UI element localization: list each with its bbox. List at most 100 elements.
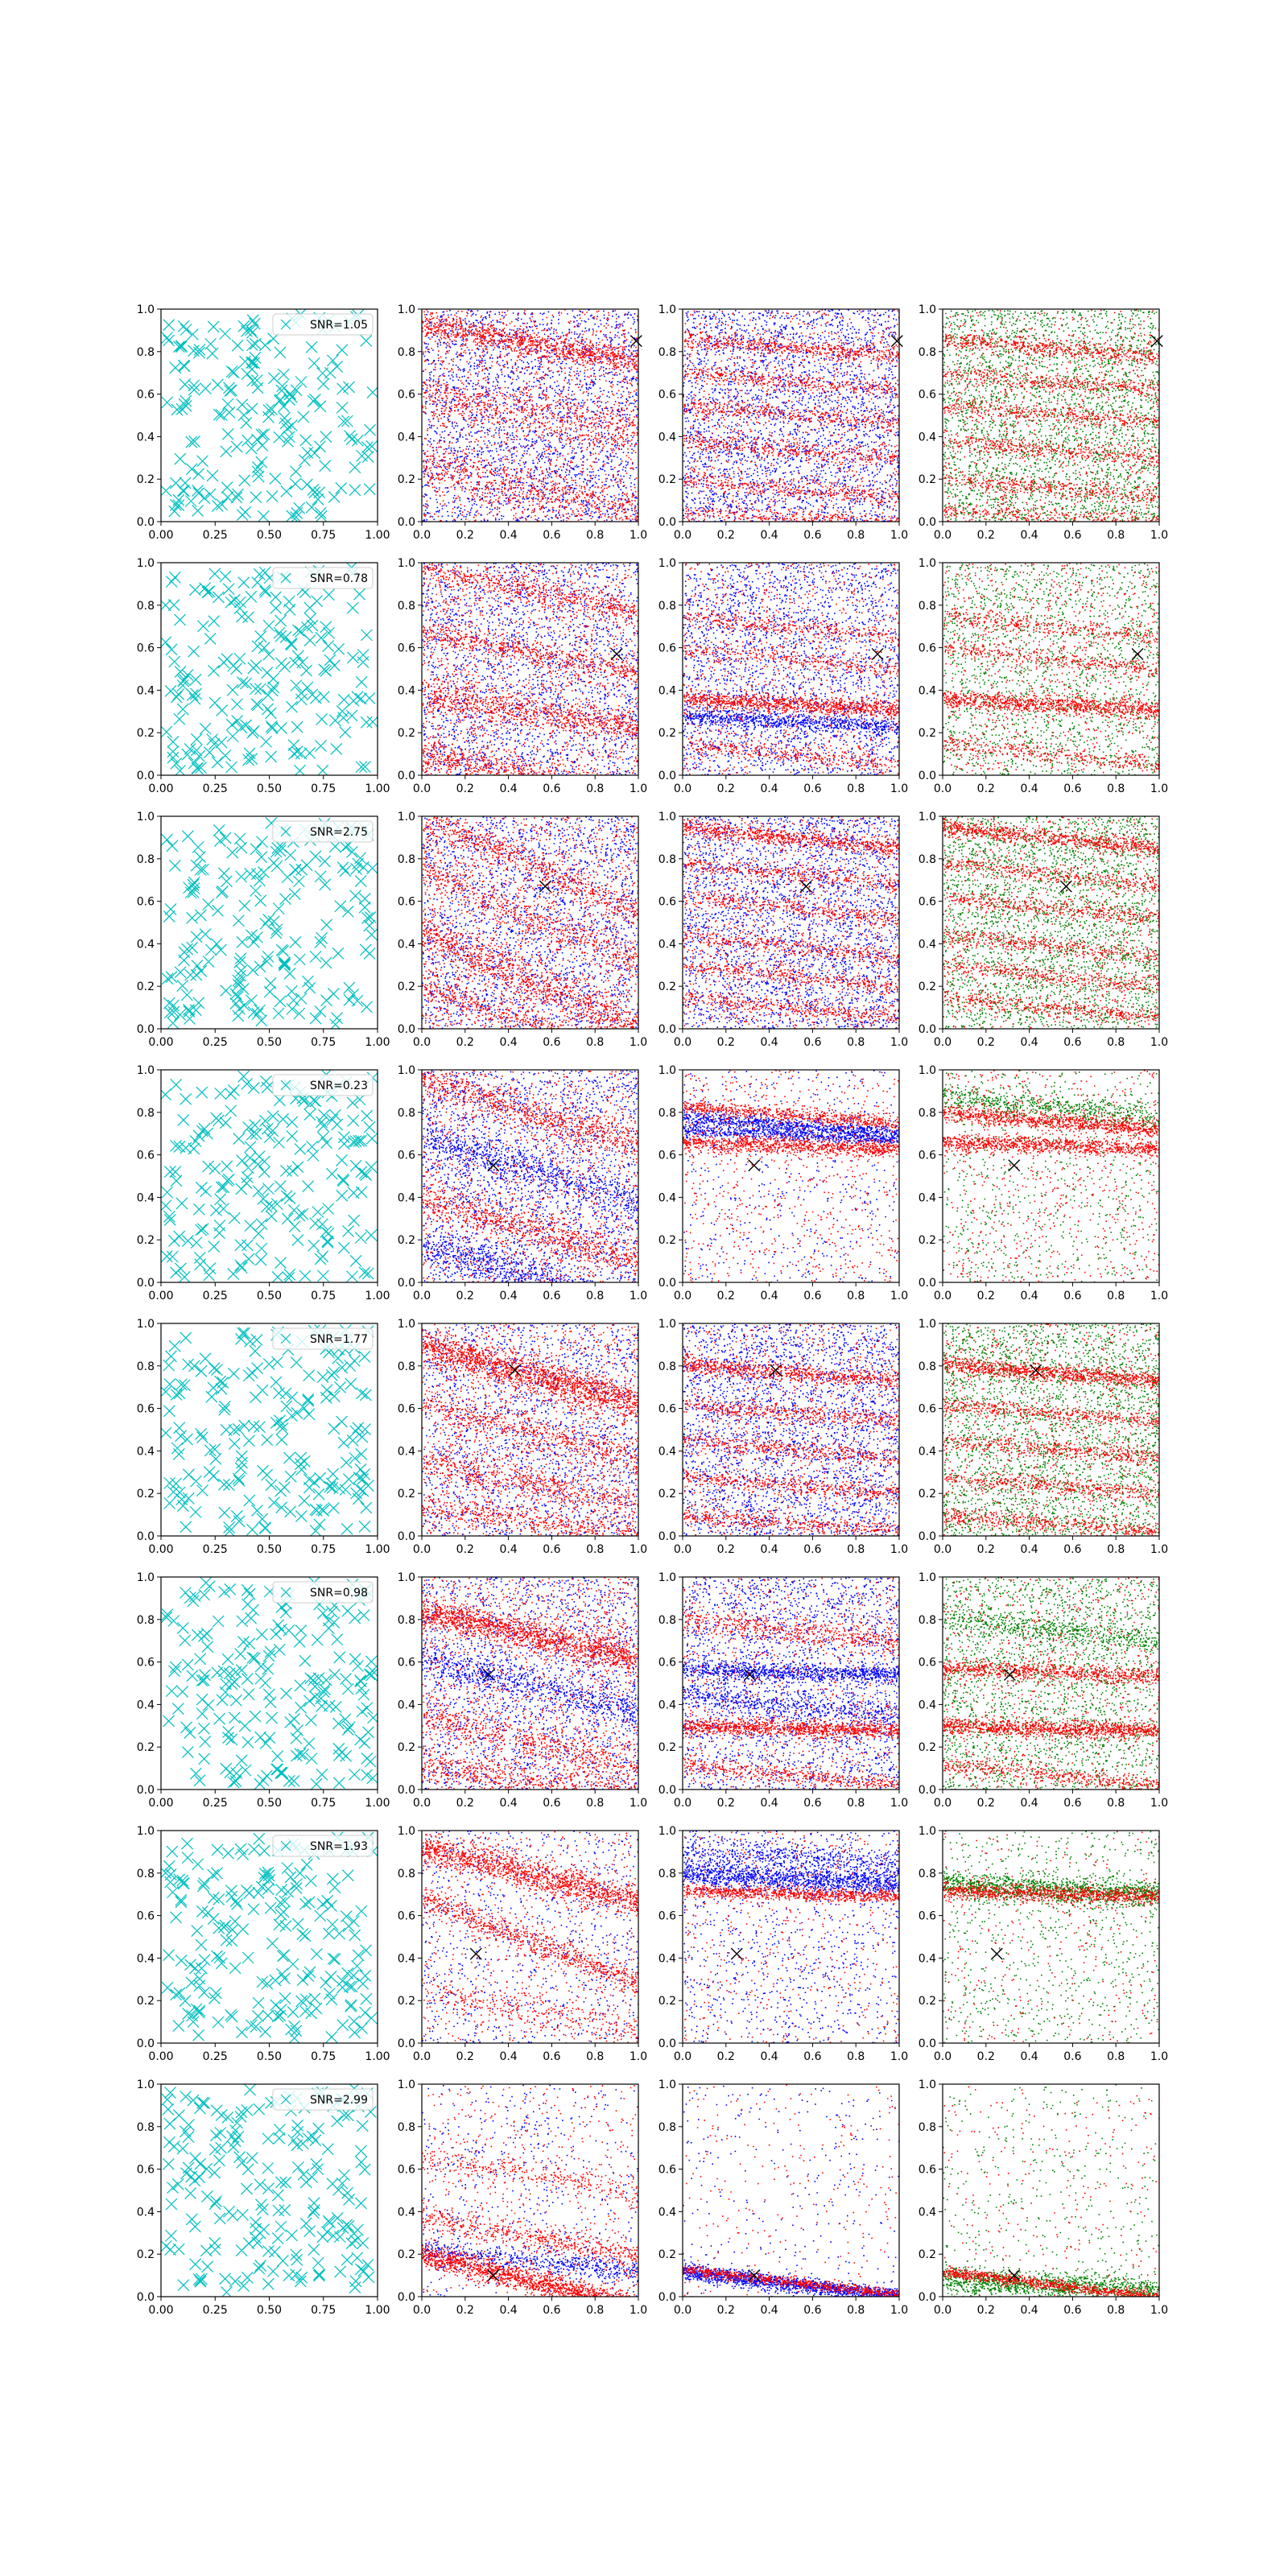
panel-r2-c3: 0.0 0.2 0.4 0.6 0.8 1.00.00.20.40.60.81.0 (658, 557, 908, 795)
blue-points (422, 2085, 639, 2297)
green-points (943, 2084, 1161, 2297)
y-tick-label: 0.4 (398, 2206, 415, 2219)
red-points (943, 2087, 1159, 2298)
plot-area (159, 1069, 378, 1284)
y-tick-label: 1.0 (658, 1318, 676, 1331)
y-tick-label: 0.4 (398, 431, 415, 444)
x-tick-label: 0.6 (1063, 1036, 1081, 1049)
y-tick-label: 0.6 (398, 389, 415, 402)
x-tick-label: 1.0 (630, 1543, 647, 1556)
panel-r7-c4: 0.0 0.2 0.4 0.6 0.8 1.00.00.20.40.60.81.0 (919, 1825, 1168, 2063)
y-tick-label: 1.0 (137, 557, 155, 570)
panel-r6-c2: 0.0 0.2 0.4 0.6 0.8 1.00.00.20.40.60.81.0 (398, 1571, 647, 1810)
y-tick-label: 0.2 (658, 727, 676, 740)
x-tick-label: 0.25 (203, 1036, 228, 1049)
x-tick-label: 0.50 (257, 1036, 282, 1049)
y-tick-label: 0.8 (137, 1107, 155, 1120)
x-tick-label: 1.0 (1150, 782, 1168, 795)
plot-area (683, 1577, 901, 1791)
x-tick-label: 0.4 (1020, 1036, 1038, 1049)
plot-area (943, 1070, 1160, 1283)
plot-area (422, 1831, 639, 2044)
panel-r8-c3: 0.0 0.2 0.4 0.6 0.8 1.00.00.20.40.60.81.0 (658, 2079, 908, 2317)
y-tick-label: 0.4 (658, 938, 676, 951)
y-tick-label: 0.4 (137, 1952, 155, 1965)
y-tick-label: 0.2 (398, 2248, 415, 2261)
y-tick-label: 0.0 (919, 516, 936, 529)
y-tick-label: 0.0 (919, 1277, 936, 1290)
red-points (683, 1070, 900, 1283)
x-tick-label: 0.0 (934, 2304, 952, 2317)
axes-frame (422, 1323, 638, 1536)
y-tick-label: 0.0 (919, 2291, 936, 2304)
x-tick-label: 0.4 (760, 1036, 778, 1049)
x-tick-label: 0.4 (760, 529, 778, 542)
y-tick-label: 0.8 (137, 1868, 155, 1880)
green-points (943, 1831, 1160, 2044)
y-tick-label: 0.8 (919, 2121, 936, 2134)
x-tick-label: 0.00 (148, 2304, 173, 2317)
y-tick-label: 0.6 (919, 1910, 936, 1923)
y-tick-label: 0.0 (137, 2037, 155, 2050)
x-tick-label: 0.25 (203, 529, 228, 542)
x-tick-label: 0.8 (586, 1290, 604, 1302)
y-tick-label: 1.0 (137, 2079, 155, 2091)
x-tick-label: 0.0 (413, 2304, 431, 2317)
x-tick-label: 0.0 (674, 1543, 691, 1556)
x-tick-label: 0.50 (257, 529, 282, 542)
highlight-x-marker (891, 336, 902, 347)
red-points (943, 1831, 1160, 2044)
y-tick-label: 0.4 (398, 1952, 415, 1965)
red-points (422, 1831, 639, 2045)
x-tick-label: 0.50 (257, 1543, 282, 1556)
y-tick-label: 0.2 (658, 980, 676, 993)
y-tick-label: 0.8 (658, 2121, 676, 2134)
y-tick-label: 0.6 (919, 642, 936, 655)
x-tick-label: 0.8 (1107, 2304, 1125, 2317)
x-tick-label: 1.0 (890, 529, 908, 542)
axes-frame (683, 2084, 899, 2297)
y-tick-label: 0.0 (658, 1023, 676, 1036)
y-tick-label: 0.8 (398, 346, 415, 359)
y-tick-label: 1.0 (919, 1318, 936, 1331)
y-tick-label: 0.2 (919, 1995, 936, 2008)
axes-frame (683, 1070, 899, 1282)
x-tick-label: 0.2 (456, 529, 474, 542)
y-tick-label: 0.2 (137, 1995, 155, 2008)
x-tick-label: 0.0 (934, 1543, 952, 1556)
y-tick-label: 0.6 (658, 1150, 676, 1162)
panel-r2-c1: 0.00 0.25 0.50 0.75 1.000.00.20.40.60.81.0SN… (137, 557, 390, 795)
y-tick-label: 0.4 (137, 684, 155, 697)
y-tick-label: 1.0 (398, 1064, 415, 1077)
y-tick-label: 1.0 (137, 303, 155, 316)
plot-area (422, 1070, 640, 1283)
blue-points (683, 1577, 901, 1790)
y-tick-label: 1.0 (398, 557, 415, 570)
y-tick-label: 0.6 (398, 1657, 415, 1670)
y-tick-label: 0.0 (919, 1784, 936, 1797)
y-tick-label: 1.0 (658, 1571, 676, 1584)
y-tick-label: 0.6 (398, 1150, 415, 1162)
y-tick-label: 1.0 (398, 1318, 415, 1331)
x-tick-label: 0.0 (674, 2304, 691, 2317)
legend: SNR=1.05 (273, 314, 373, 335)
y-tick-label: 0.2 (137, 473, 155, 486)
y-tick-label: 0.6 (398, 642, 415, 655)
x-tick-label: 0.4 (760, 2304, 778, 2317)
y-tick-label: 0.8 (919, 1360, 936, 1373)
x-tick-label: 1.0 (630, 529, 647, 542)
x-tick-label: 1.0 (1150, 1290, 1168, 1302)
x-tick-label: 0.6 (543, 782, 560, 795)
x-tick-label: 0.4 (1020, 2304, 1038, 2317)
x-tick-label: 0.0 (413, 1543, 431, 1556)
x-tick-label: 0.2 (456, 1290, 474, 1302)
y-tick-label: 0.4 (137, 2206, 155, 2219)
y-tick-label: 0.8 (398, 2121, 415, 2134)
highlight-x-marker (991, 1948, 1002, 1959)
x-tick-label: 0.75 (311, 1290, 336, 1302)
x-tick-label: 0.2 (717, 1036, 735, 1049)
x-tick-label: 1.0 (630, 2050, 647, 2063)
y-tick-label: 0.4 (919, 1699, 936, 1711)
x-tick-label: 1.0 (1150, 529, 1168, 542)
